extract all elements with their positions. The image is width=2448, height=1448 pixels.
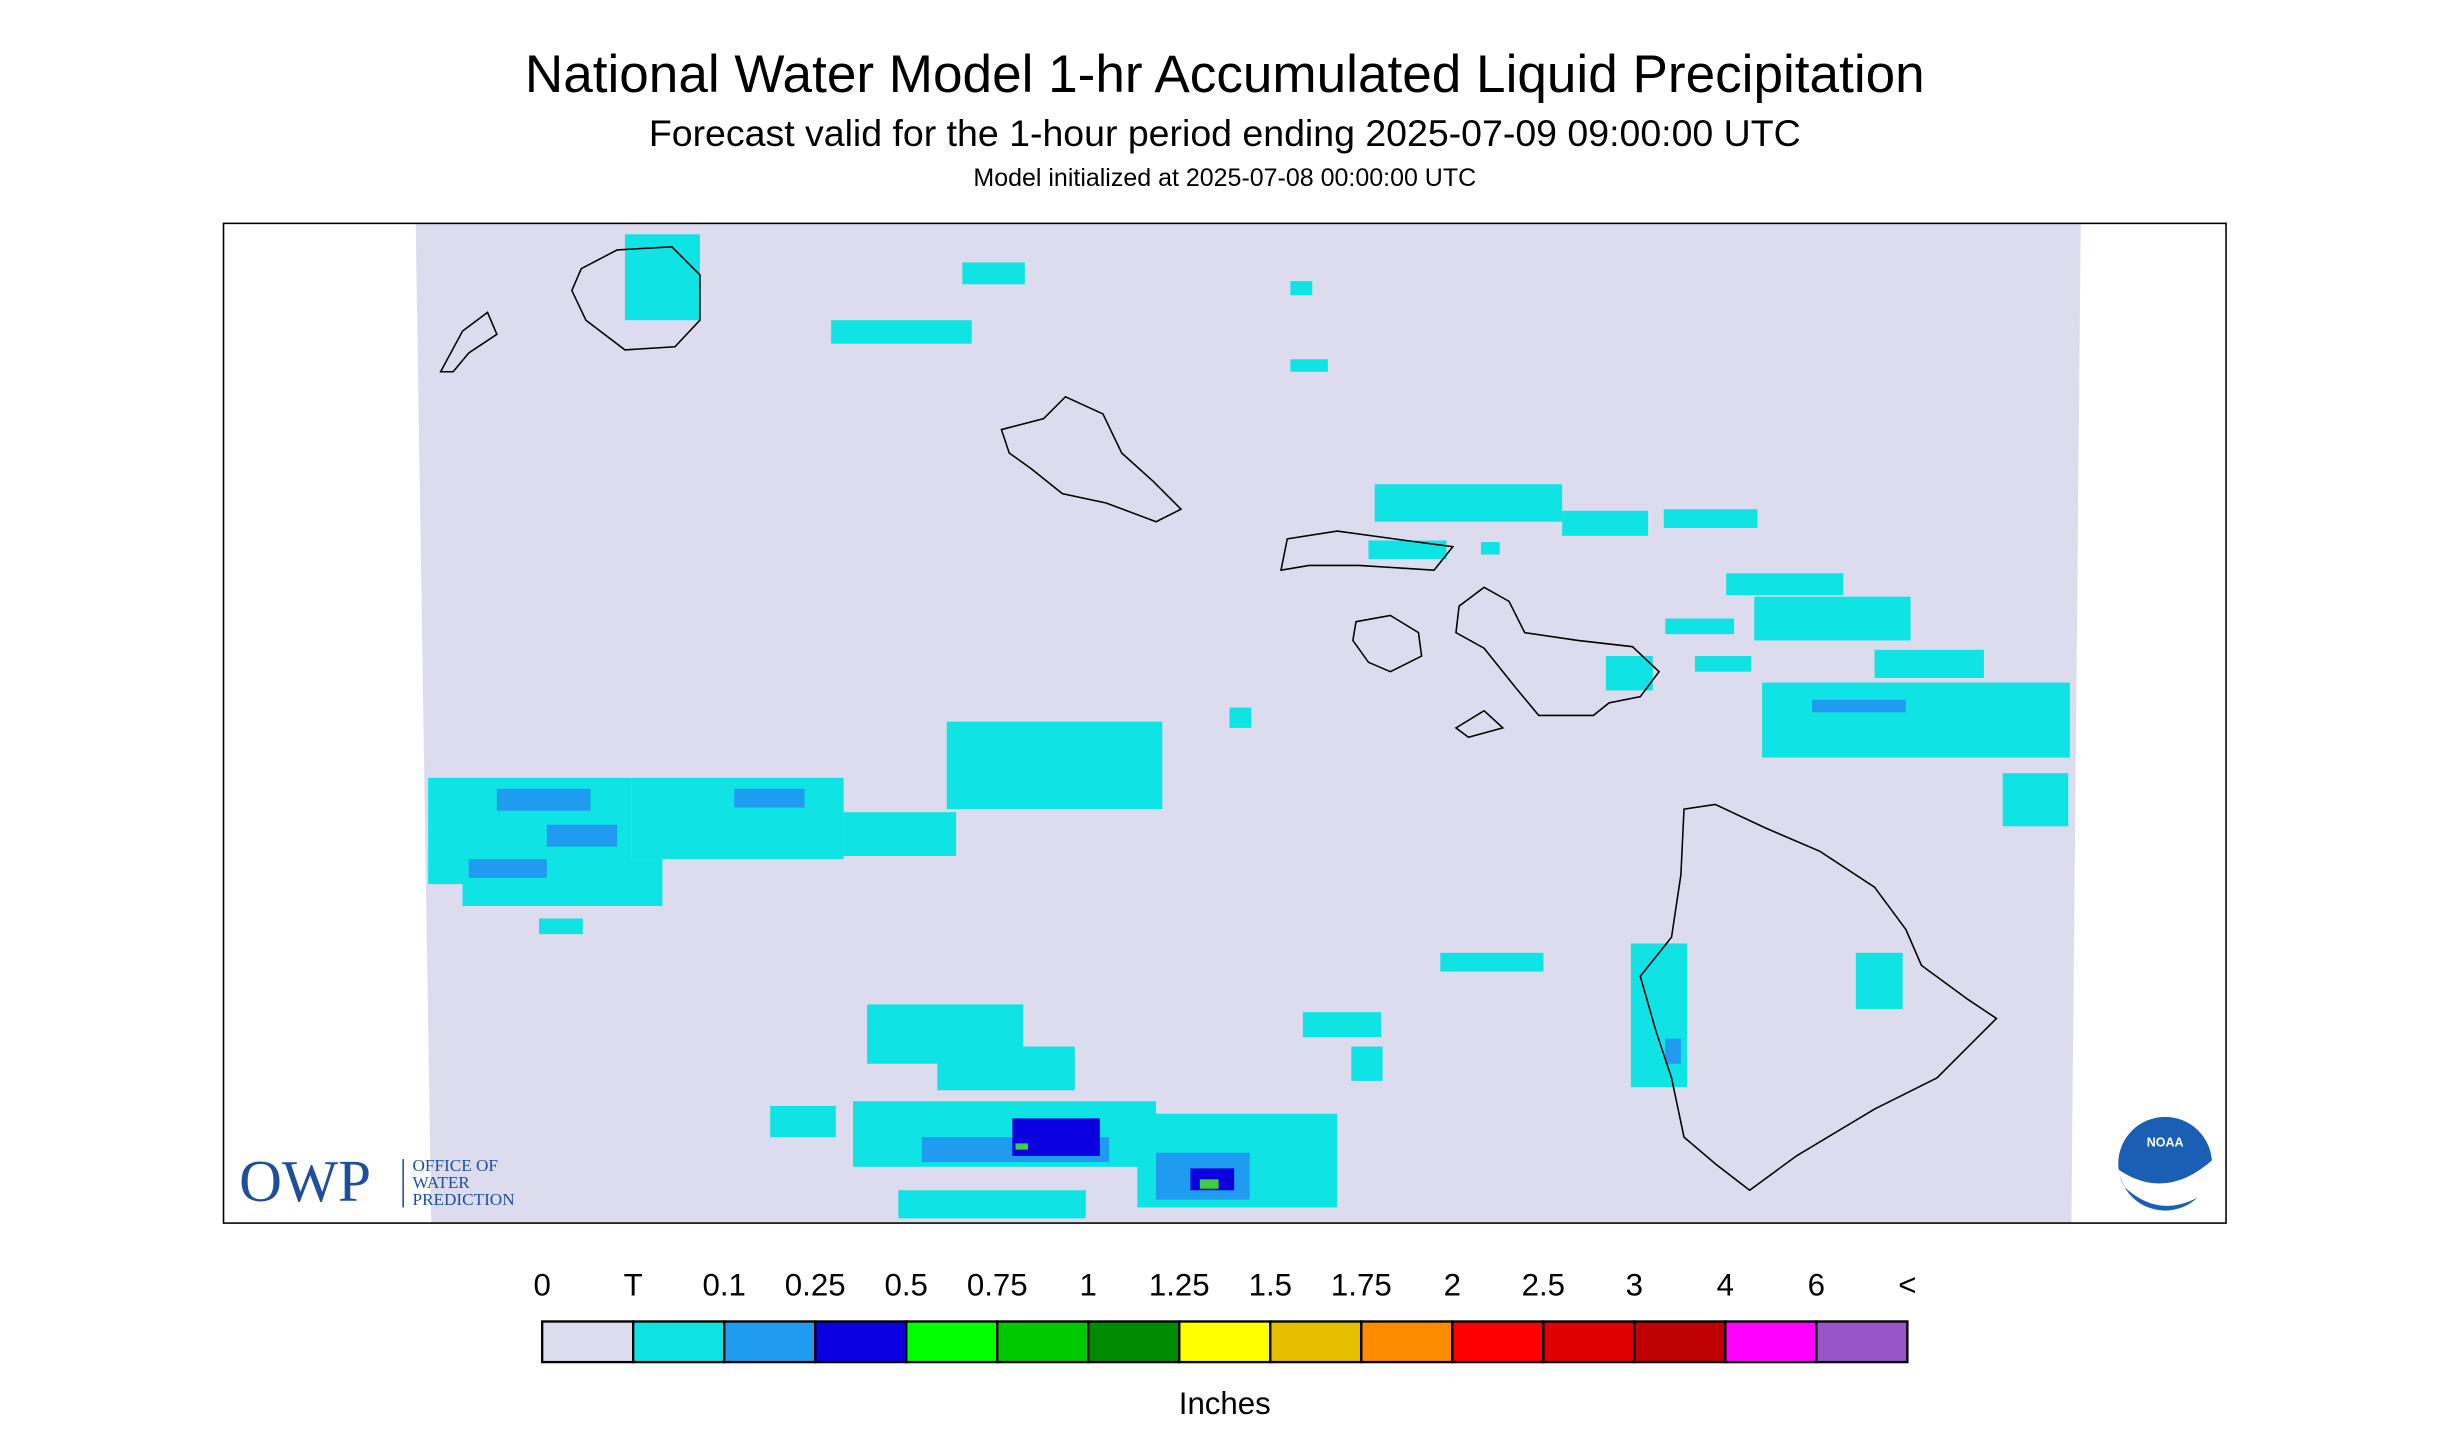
legend-label: 1.25 [1149, 1267, 1210, 1302]
map-frame [222, 222, 2227, 1224]
legend-label: 0.25 [785, 1267, 846, 1302]
legend-swatch [1178, 1320, 1272, 1364]
title: National Water Model 1-hr Accumulated Li… [525, 45, 1925, 104]
legend-label: 0 [533, 1267, 550, 1302]
legend-label: 2.5 [1522, 1267, 1565, 1302]
legend-swatch [1724, 1320, 1818, 1364]
precip-areas [428, 234, 2070, 1219]
subtitle: Forecast valid for the 1-hour period end… [649, 112, 1801, 154]
legend-label: 1 [1080, 1267, 1097, 1302]
legend-label: 3 [1626, 1267, 1643, 1302]
legend-swatch [814, 1320, 908, 1364]
legend: 0 T 0.1 0.25 0.5 0.75 1 1.25 1.5 1.75 2 2.5 3 4 6 < [533, 1267, 1917, 1364]
legend-label: 1.75 [1331, 1267, 1392, 1302]
legend-swatch [1087, 1320, 1181, 1364]
island-outlines [439, 246, 1998, 1192]
legend-label: 1.5 [1249, 1267, 1292, 1302]
legend-label: 4 [1717, 1267, 1734, 1302]
legend-label: T [624, 1267, 643, 1302]
legend-swatch [1269, 1320, 1363, 1364]
legend-swatch [1633, 1320, 1727, 1364]
legend-unit: Inches [1179, 1386, 1271, 1421]
init-time: Model initialized at 2025-07-08 00:00:00… [973, 164, 1476, 192]
owp-logo-text: OWP [239, 1148, 371, 1214]
legend-swatch [1451, 1320, 1545, 1364]
legend-swatch [632, 1320, 726, 1364]
owp-logo-line: WATER [413, 1173, 471, 1192]
legend-label: 0.1 [702, 1267, 745, 1302]
legend-label: 0.75 [967, 1267, 1028, 1302]
noaa-logo-text: NOAA [2147, 1136, 2184, 1150]
legend-swatch [996, 1320, 1090, 1364]
owp-logo-line: PREDICTION [413, 1190, 515, 1209]
legend-swatch [1815, 1320, 1909, 1364]
owp-logo-line: OFFICE OF [413, 1156, 498, 1175]
legend-label: 2 [1444, 1267, 1461, 1302]
legend-swatch [1360, 1320, 1454, 1364]
legend-swatch [541, 1320, 635, 1364]
noaa-logo: NOAA [2115, 1113, 2216, 1214]
legend-label: 0.5 [885, 1267, 928, 1302]
legend-swatch [905, 1320, 999, 1364]
legend-label: < [1898, 1267, 1916, 1302]
legend-swatch [1542, 1320, 1636, 1364]
legend-swatch [723, 1320, 817, 1364]
legend-label: 6 [1808, 1267, 1825, 1302]
